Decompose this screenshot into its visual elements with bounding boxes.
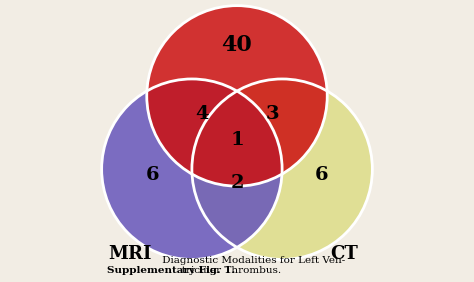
- Text: 4: 4: [195, 105, 209, 123]
- Text: 1: 1: [230, 131, 244, 149]
- Circle shape: [192, 79, 373, 259]
- Text: Supplementary Fig. 1.: Supplementary Fig. 1.: [107, 266, 236, 275]
- Text: Diagnostic Modalities for Left Ven-
       tricular Thrombus.: Diagnostic Modalities for Left Ven- tric…: [159, 255, 346, 275]
- Text: CT: CT: [330, 245, 358, 263]
- Text: 6: 6: [315, 166, 328, 184]
- Text: 40: 40: [222, 34, 252, 56]
- Circle shape: [101, 79, 282, 259]
- Text: MRI: MRI: [108, 245, 152, 263]
- Text: 6: 6: [146, 166, 159, 184]
- Text: 3: 3: [265, 105, 279, 123]
- Circle shape: [147, 6, 327, 186]
- Text: 2: 2: [230, 174, 244, 192]
